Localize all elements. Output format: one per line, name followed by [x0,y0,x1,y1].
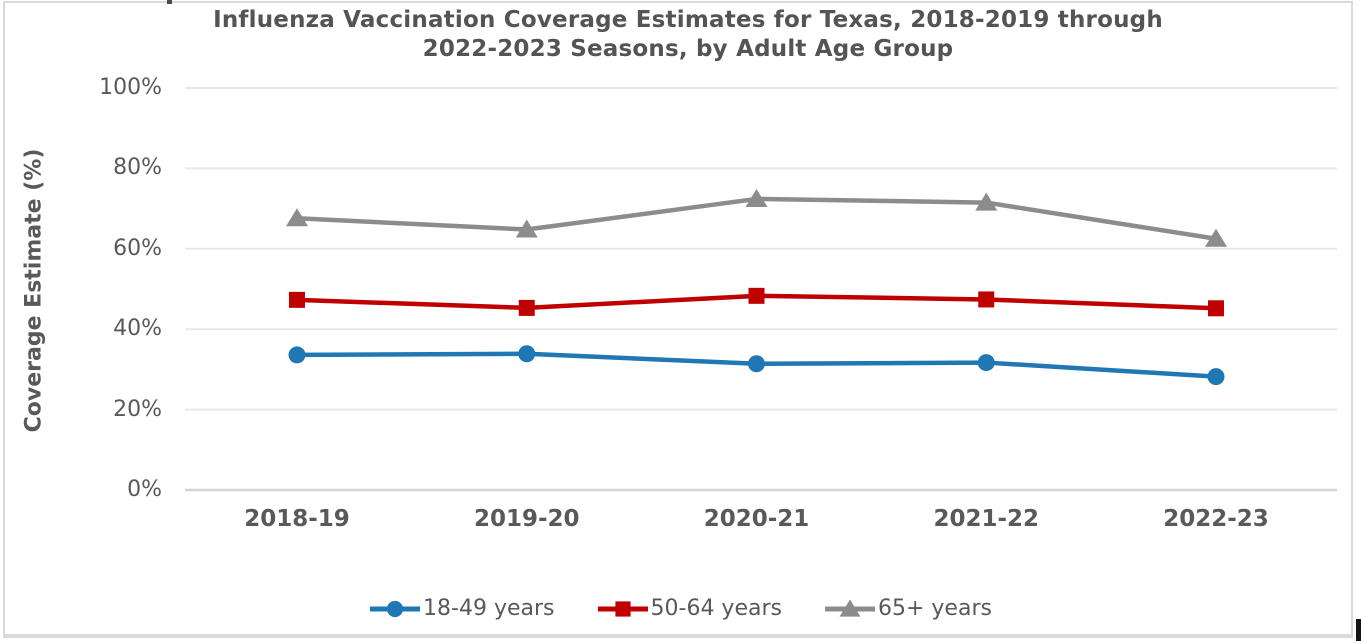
x-tick-label-2020-21: 2020-21 [703,506,810,532]
data-point-18-49-years-2022-23 [1207,368,1225,386]
data-point-65-years-2018-19 [286,208,308,227]
chart-legend: 18-49 years 50-64 years 65+ years [0,596,1361,622]
legend-label: 18-49 years [423,596,555,621]
y-tick-label-0: 0% [127,477,162,502]
x-tick-label-2018-19: 2018-19 [244,506,350,532]
x-tick-label-2019-20: 2019-20 [473,506,580,532]
x-tick-label-2021-22: 2021-22 [933,506,1040,532]
y-tick-label-20: 20% [113,396,162,422]
chart-title-line-1: Influenza Vaccination Coverage Estimates… [213,7,1163,33]
legend-marker-triangle-icon [824,599,875,617]
data-point-50-64-years-2020-21 [748,287,765,304]
data-point-18-49-years-2018-19 [288,346,306,364]
data-point-65-years-2019-20 [515,219,538,238]
series-65-years [286,188,1227,247]
legend-item-65-years: 65+ years [824,596,992,622]
data-point-18-49-years-2021-22 [977,354,995,372]
screen-artifact-top-tick [167,0,172,4]
legend-label: 65+ years [877,596,992,621]
data-point-65-years-2022-23 [1205,228,1227,247]
chart-title-line-2: 2022-2023 Seasons, by Adult Age Group [422,36,954,62]
data-point-18-49-years-2020-21 [748,355,765,373]
data-point-18-49-years-2019-20 [518,345,536,363]
y-tick-label-80: 80% [113,155,162,181]
data-point-65-years-2021-22 [975,192,998,211]
y-tick-label-100: 100% [99,75,162,100]
series-50-64-years [289,287,1224,317]
y-tick-label-40: 40% [113,316,162,342]
data-point-50-64-years-2022-23 [1208,300,1224,317]
data-point-50-64-years-2021-22 [978,291,995,308]
legend-item-18-49-years: 18-49 years [369,596,555,622]
data-point-65-years-2020-21 [745,188,768,207]
series-18-49-years [288,345,1225,386]
legend-label: 50-64 years [650,596,782,621]
legend-marker-square-icon [597,601,648,617]
legend-item-50-64-years: 50-64 years [597,596,782,622]
y-tick-label-60: 60% [113,235,162,261]
data-point-50-64-years-2018-19 [289,291,305,308]
legend-marker-circle-icon [370,600,421,618]
data-point-50-64-years-2019-20 [518,299,535,316]
screen-artifact-right-edge [1356,619,1361,641]
x-tick-label-2022-23: 2022-23 [1163,506,1269,532]
chart-title: Influenza Vaccination Coverage Estimates… [20,6,1356,64]
